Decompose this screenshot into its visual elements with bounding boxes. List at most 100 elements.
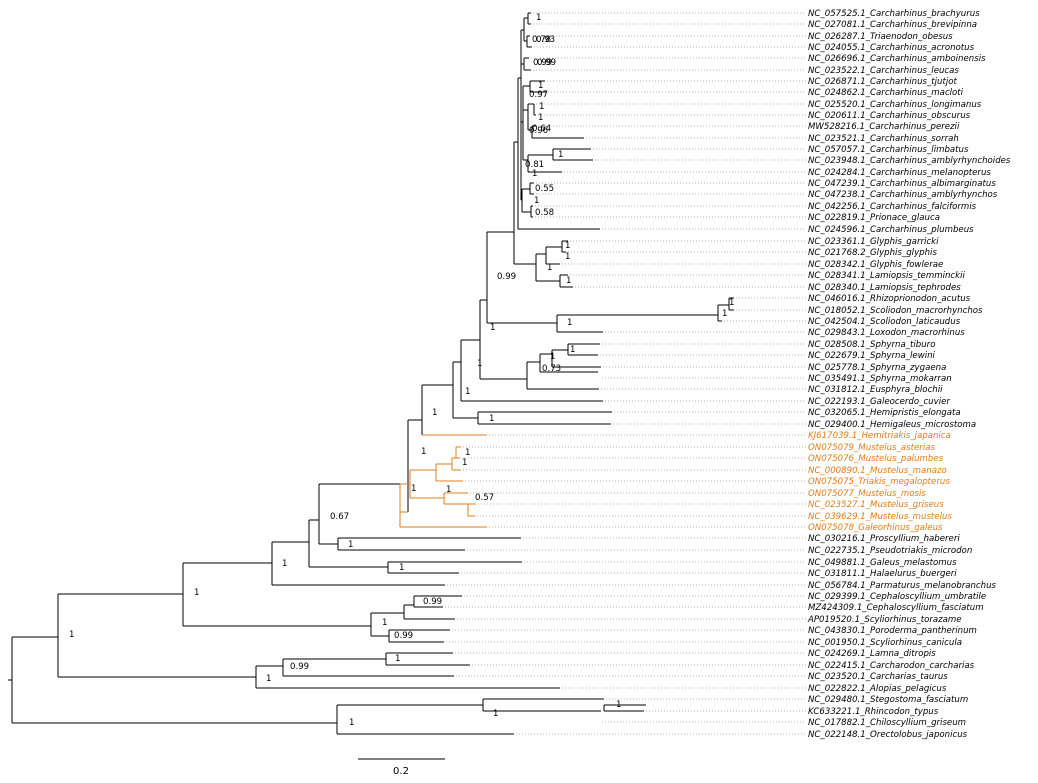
tip-label-rhincodon: KC633221.1_Rhincodon_typus xyxy=(808,707,939,717)
support-value: 0.99 xyxy=(423,597,442,607)
support-value: 1 xyxy=(421,447,426,457)
support-value: 1 xyxy=(349,718,354,728)
tip-label-garricki: NC_023361.1_Glyphis_garricki xyxy=(808,237,939,247)
tip-label-hemigaleus: NC_029400.1_Hemigaleus_microstoma xyxy=(808,420,976,430)
support-value: 0.93 xyxy=(536,35,555,45)
tip-label-galeus: NC_049881.1_Galeus_melastomus xyxy=(808,558,957,568)
tip-label-triakis: ON075075_Triakis_megalopterus xyxy=(808,477,950,487)
support-value: 0.99 xyxy=(537,58,556,68)
support-value: 1 xyxy=(382,618,387,628)
tip-label-amboinensis: NC_026696.1_Carcharhinus_amboinensis xyxy=(808,54,986,64)
tip-label-amblyrhynchos: NC_047238.1_Carcharhinus_amblyrhynchos xyxy=(808,190,998,200)
support-value: 0.58 xyxy=(535,208,554,218)
support-value: 1 xyxy=(616,700,621,710)
tip-label-ceph_fas: MZ424309.1_Cephaloscyllium_fasciatum xyxy=(808,603,984,613)
support-value: 1 xyxy=(411,484,416,494)
tip-label-zygaena: NC_025778.1_Sphyrna_zygaena xyxy=(808,363,946,373)
support-value: 0.55 xyxy=(535,184,554,194)
support-value: 1 xyxy=(477,359,482,369)
tip-label-eusphyra: NC_031812.1_Eusphyra_blochii xyxy=(808,385,943,395)
tip-label-obscurus: NC_020611.1_Carcharhinus_obscurus xyxy=(808,111,971,121)
support-value: 1 xyxy=(490,323,495,333)
tip-label-limbatus: NC_057057.1_Carcharhinus_limbatus xyxy=(808,145,969,155)
tip-label-manazo: NC_000890.1_Mustelus_manazo xyxy=(808,466,947,476)
support-value: 1 xyxy=(194,588,199,598)
tip-label-lamna: NC_024269.1_Lamna_ditropis xyxy=(808,649,936,659)
tip-label-proscyllium: NC_030216.1_Proscyllium_habereri xyxy=(808,534,960,544)
tip-label-poroderma: NC_043830.1_Poroderma_pantherinum xyxy=(808,626,977,636)
tip-labels: NC_057525.1_Carcharhinus_brachyurusNC_02… xyxy=(807,9,1011,740)
support-value: 1 xyxy=(565,252,570,262)
tip-label-brevipinna: NC_027081.1_Carcharhinus_brevipinna xyxy=(808,20,977,30)
tip-label-alopias: NC_022822.1_Alopias_pelagicus xyxy=(808,684,947,694)
support-value: 1 xyxy=(446,485,451,495)
tip-label-amblyrhynchoides: NC_023948.1_Carcharhinus_amblyrhynchoide… xyxy=(808,156,1011,166)
tip-label-scol_macro: NC_018052.1_Scoliodon_macrorhynchos xyxy=(808,306,983,316)
tip-label-plumbeus: NC_024596.1_Carcharhinus_plumbeus xyxy=(808,225,974,235)
support-value: 1 xyxy=(539,102,544,112)
tip-label-tephrodes: NC_028340.1_Lamiopsis_tephrodes xyxy=(808,283,961,293)
tip-label-pseudotriakis: NC_022735.1_Pseudotriakis_microdon xyxy=(808,546,972,556)
support-value: 1 xyxy=(722,309,727,319)
tip-label-galeocerdo: NC_022193.1_Galeocerdo_cuvier xyxy=(808,397,950,407)
support-value: 1 xyxy=(348,540,353,550)
tip-label-halaelurus: NC_031811.1_Halaelurus_buergeri xyxy=(808,569,957,579)
tip-label-longimanus: NC_025520.1_Carcharhinus_longimanus xyxy=(808,100,982,110)
support-value: 1 xyxy=(565,241,570,251)
tip-label-brachyurus: NC_057525.1_Carcharhinus_brachyurus xyxy=(808,9,980,19)
support-value: 1 xyxy=(532,169,537,179)
support-value: 1 xyxy=(493,709,498,719)
tree-branches xyxy=(8,12,734,735)
scale-bar: 0.2 xyxy=(358,758,445,777)
tip-label-scyl_can: NC_001950.1_Scyliorhinus_canicula xyxy=(808,638,962,648)
support-value: 1 xyxy=(489,414,494,424)
support-value: 0.97 xyxy=(529,90,548,100)
tip-label-carcharodon: NC_022415.1_Carcharodon_carcharias xyxy=(808,661,975,671)
tip-label-mokarran: NC_035491.1_Sphyrna_mokarran xyxy=(808,374,952,384)
tip-guide-lines xyxy=(445,12,806,735)
support-value: 1 xyxy=(462,458,467,468)
support-value: 1 xyxy=(266,674,271,684)
support-value: 1 xyxy=(399,563,404,573)
support-value: 0.99 xyxy=(497,272,516,282)
tip-label-lewini: NC_022679.1_Sphyrna_lewini xyxy=(808,351,936,361)
support-value: 1 xyxy=(566,276,571,286)
tip-label-ceph_umb: NC_029399.1_Cephaloscyllium_umbratile xyxy=(808,592,986,602)
tip-label-mosis: ON075077_Mustelus_mosis xyxy=(808,489,926,499)
support-value: 1 xyxy=(538,113,543,123)
support-value: 0.64 xyxy=(532,124,551,134)
tip-label-glyphis: NC_021768.2_Glyphis_glyphis xyxy=(808,248,937,258)
tip-label-fowlerae: NC_028342.1_Glyphis_fowlerae xyxy=(808,260,943,270)
scale-bar-label: 0.2 xyxy=(393,766,409,777)
support-value: 1 xyxy=(395,654,400,664)
support-value: 1 xyxy=(538,81,543,91)
tip-label-hemitriakis: KJ617039.1_Hemitriakis_japanica xyxy=(808,431,951,441)
tip-label-albimarginatus: NC_047239.1_Carcharhinus_albimarginatus xyxy=(808,179,996,189)
tip-label-macloti: NC_024862.1_Carcharhinus_macloti xyxy=(808,88,964,98)
tip-label-asterias: ON075079_Mustelus_asterias xyxy=(808,443,935,453)
support-value: 1 xyxy=(729,298,734,308)
tip-label-perezii: MW528216.1_Carcharhinus_perezii xyxy=(808,122,960,132)
support-value: 1 xyxy=(536,13,541,23)
tip-label-chiloscyllium: NC_017882.1_Chiloscyllium_griseum xyxy=(808,718,966,728)
support-value: 1 xyxy=(567,318,572,328)
tip-label-carcharias: NC_023520.1_Carcharias_taurus xyxy=(808,672,948,682)
tip-label-prionace: NC_022819.1_Prionace_glauca xyxy=(808,213,940,223)
support-value: 1 xyxy=(547,263,552,273)
support-value: 1 xyxy=(465,387,470,397)
support-value: 1 xyxy=(558,150,563,160)
tip-label-leucas: NC_023522.1_Carcharhinus_leucas xyxy=(808,66,959,76)
support-value: 1 xyxy=(534,196,539,206)
tip-label-orectolobus: NC_022148.1_Orectolobus_japonicus xyxy=(808,730,968,740)
support-value: 0.81 xyxy=(525,160,544,170)
support-value: 0.57 xyxy=(475,493,494,503)
support-value: 0.96 xyxy=(529,126,548,136)
support-value: 1 xyxy=(69,630,74,640)
tip-label-galeorhinus: ON075078_Galeorhinus_galeus xyxy=(808,523,943,533)
tip-label-triaenodon: NC_026287.1_Triaenodon_obesus xyxy=(808,32,953,42)
tip-label-griseus: NC_023527.1_Mustelus_griseus xyxy=(808,500,944,510)
tip-label-sorrah: NC_023521.1_Carcharhinus_sorrah xyxy=(808,134,959,144)
tip-label-melanopterus: NC_024284.1_Carcharhinus_melanopterus xyxy=(808,168,991,178)
tip-label-temminckii: NC_028341.1_Lamiopsis_temminckii xyxy=(808,271,966,281)
